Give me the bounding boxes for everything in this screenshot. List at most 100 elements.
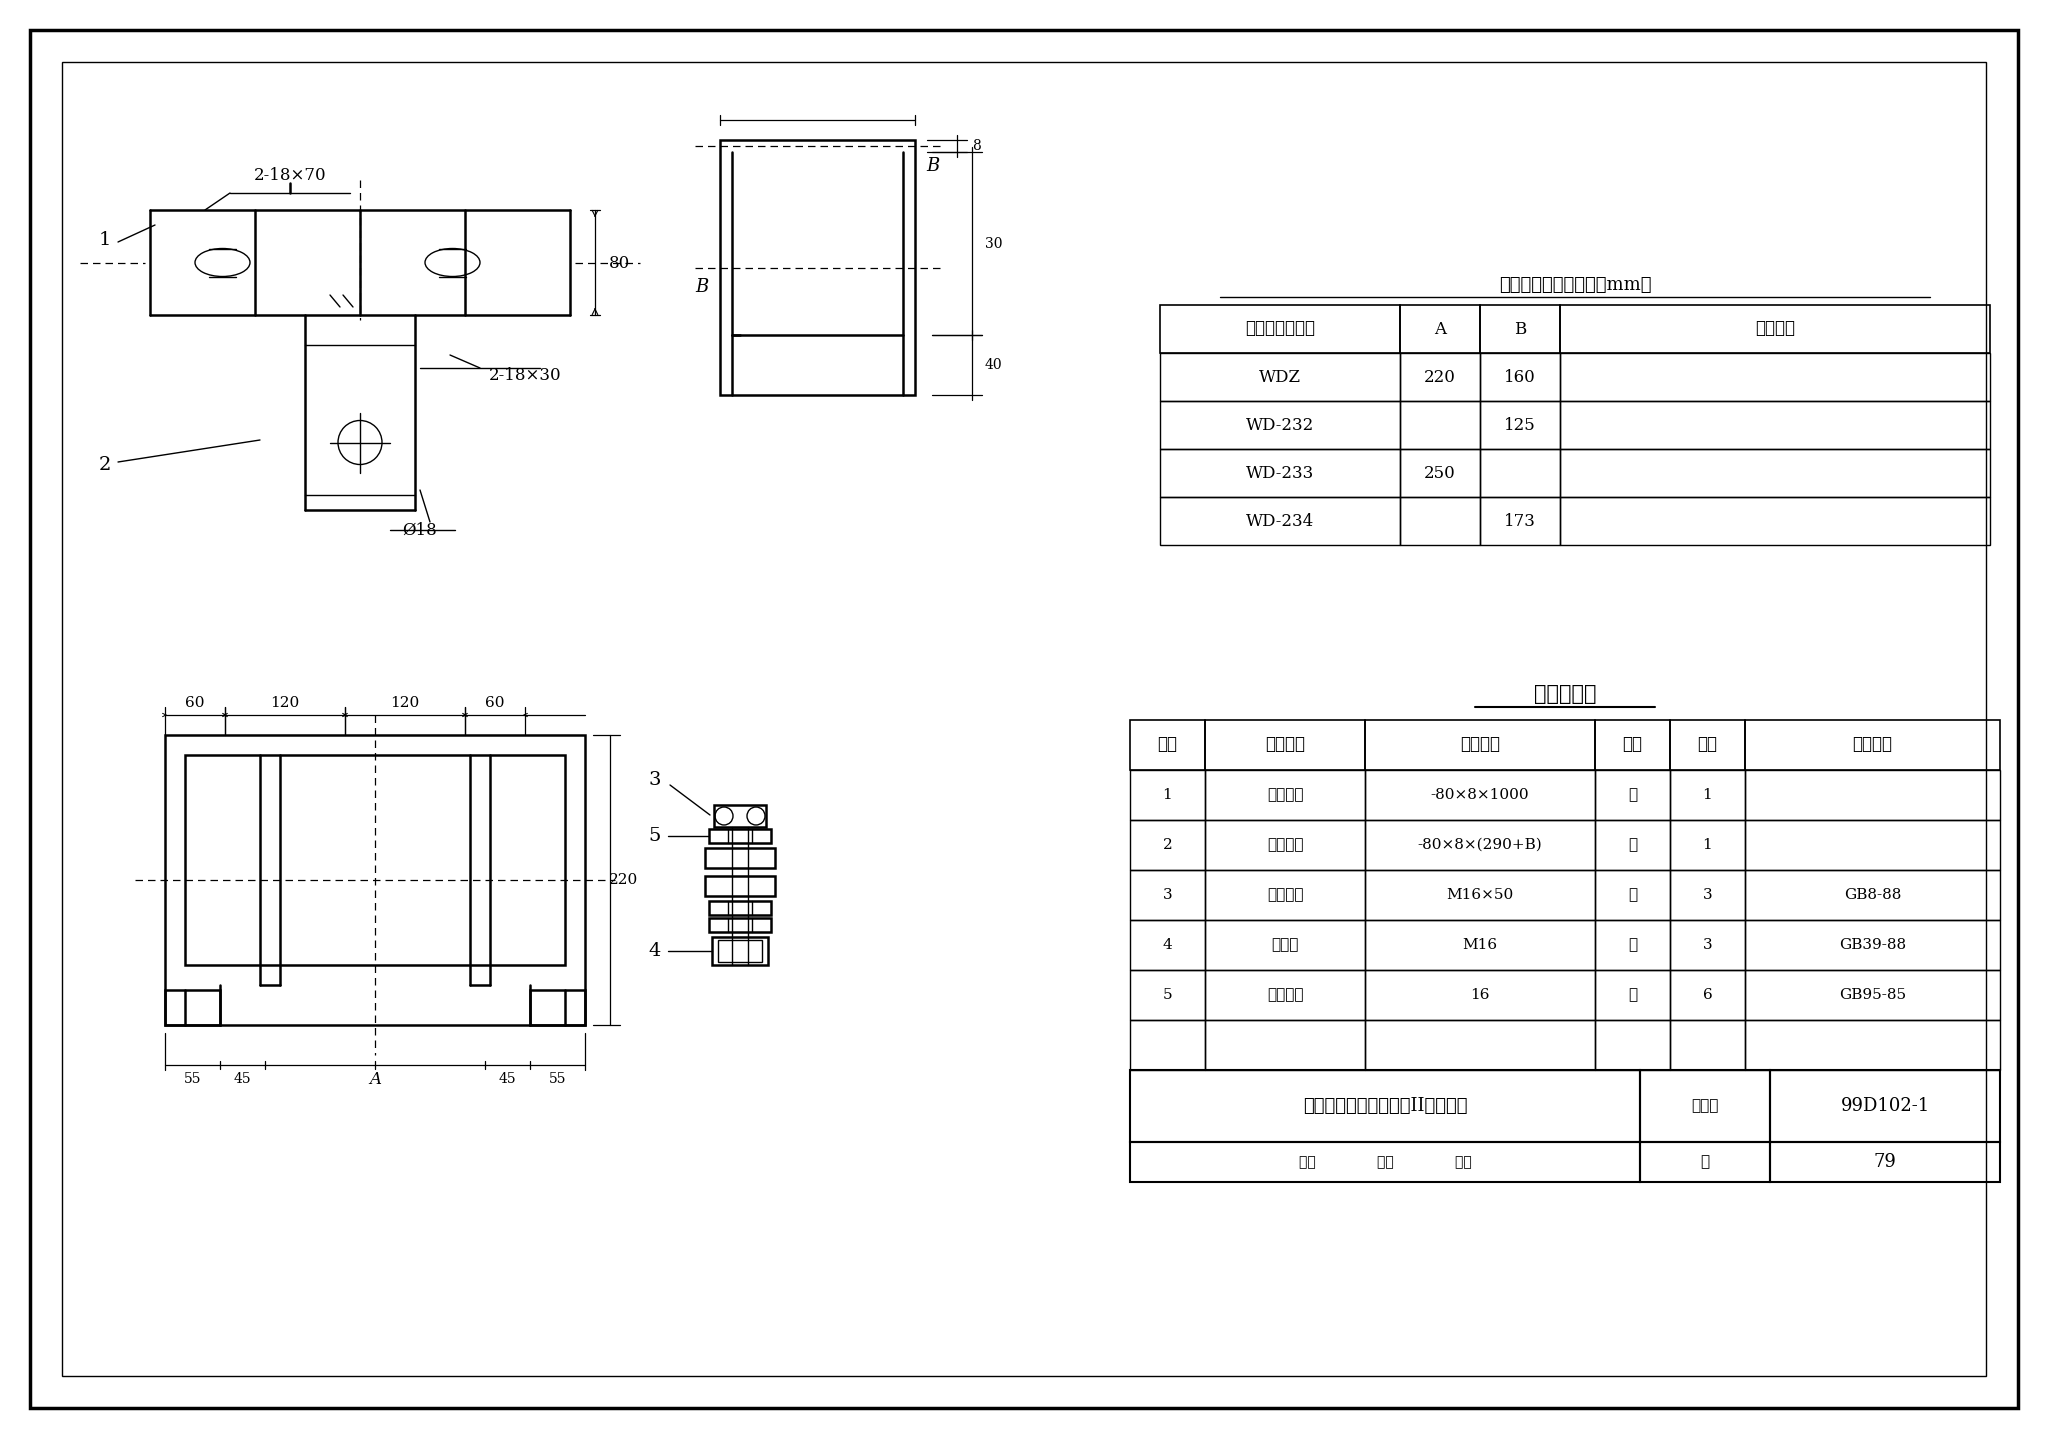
- Bar: [1561, 498, 1991, 545]
- Text: 250: 250: [1423, 464, 1456, 482]
- Bar: [1159, 401, 1401, 449]
- Text: 电缆终端头固定支架（II）制造图: 电缆终端头固定支架（II）制造图: [1303, 1097, 1466, 1114]
- Text: 2: 2: [98, 456, 111, 475]
- Bar: [705, 848, 774, 869]
- Text: 方头螺栓: 方头螺栓: [1268, 889, 1303, 902]
- Text: WD-233: WD-233: [1245, 464, 1315, 482]
- Bar: [184, 755, 565, 965]
- Bar: [713, 938, 768, 965]
- Bar: [1130, 870, 1204, 920]
- Text: 垫　　圈: 垫 圈: [1268, 988, 1303, 1002]
- Bar: [705, 876, 774, 896]
- Bar: [1745, 971, 2001, 1020]
- Bar: [1401, 352, 1481, 401]
- Bar: [1745, 769, 2001, 820]
- Bar: [1745, 920, 2001, 971]
- Bar: [1159, 305, 1401, 352]
- Bar: [1769, 1070, 2001, 1142]
- Bar: [1204, 870, 1366, 920]
- Text: B: B: [696, 279, 709, 296]
- Bar: [1130, 820, 1204, 870]
- Text: 55: 55: [549, 1071, 565, 1086]
- Bar: [1561, 352, 1991, 401]
- Text: 220: 220: [610, 873, 639, 887]
- Text: 附　　注: 附 注: [1755, 321, 1794, 338]
- Text: 5: 5: [1163, 988, 1171, 1002]
- Bar: [1481, 498, 1561, 545]
- Bar: [1561, 305, 1991, 352]
- Text: 规　　格: 规 格: [1460, 736, 1499, 754]
- Text: -80×8×(290+B): -80×8×(290+B): [1417, 838, 1542, 851]
- Bar: [1769, 1142, 2001, 1182]
- Text: 99D102-1: 99D102-1: [1841, 1097, 1929, 1114]
- Text: WD-232: WD-232: [1245, 417, 1315, 433]
- Bar: [1366, 870, 1595, 920]
- Bar: [1561, 401, 1991, 449]
- Text: 6: 6: [1702, 988, 1712, 1002]
- Text: 2: 2: [1163, 838, 1171, 851]
- Bar: [1401, 449, 1481, 498]
- Text: 名　　称: 名 称: [1266, 736, 1305, 754]
- Text: 3: 3: [1702, 938, 1712, 952]
- Text: 55: 55: [184, 1071, 201, 1086]
- Bar: [1366, 971, 1595, 1020]
- Text: 125: 125: [1503, 417, 1536, 433]
- Text: 220: 220: [1423, 368, 1456, 385]
- Bar: [719, 940, 762, 962]
- Text: 4: 4: [649, 942, 662, 961]
- Text: WD-234: WD-234: [1245, 512, 1315, 529]
- Bar: [1130, 971, 1204, 1020]
- Bar: [166, 989, 219, 1025]
- Text: A: A: [1434, 321, 1446, 338]
- Text: GB39-88: GB39-88: [1839, 938, 1907, 952]
- Text: A: A: [369, 1070, 381, 1087]
- Bar: [1130, 1070, 1640, 1142]
- Text: 块: 块: [1628, 788, 1636, 802]
- Bar: [1204, 920, 1366, 971]
- Text: GB8-88: GB8-88: [1843, 889, 1901, 902]
- Bar: [530, 989, 586, 1025]
- Bar: [715, 805, 766, 827]
- Text: 30: 30: [985, 236, 1004, 250]
- Text: 图集号: 图集号: [1692, 1099, 1718, 1113]
- Text: 材　料　表: 材 料 表: [1534, 686, 1595, 705]
- Bar: [1204, 769, 1366, 820]
- Text: 2-18×70: 2-18×70: [254, 167, 326, 184]
- Text: GB95-85: GB95-85: [1839, 988, 1907, 1002]
- Bar: [1745, 1020, 2001, 1070]
- Bar: [1130, 1142, 1640, 1182]
- Text: 120: 120: [270, 696, 299, 710]
- Text: 扁　　锂: 扁 锂: [1268, 788, 1303, 802]
- Text: 8: 8: [973, 139, 981, 152]
- Bar: [166, 735, 586, 1025]
- Bar: [1745, 720, 2001, 769]
- Text: 3: 3: [1163, 889, 1171, 902]
- Text: WDZ: WDZ: [1260, 368, 1300, 385]
- Bar: [1366, 820, 1595, 870]
- Text: 电缆终端头型号: 电缆终端头型号: [1245, 321, 1315, 338]
- Text: 审核              校对              设计: 审核 校对 设计: [1298, 1155, 1470, 1169]
- Bar: [1640, 1070, 1769, 1142]
- Text: 160: 160: [1503, 368, 1536, 385]
- Text: M16×50: M16×50: [1446, 889, 1513, 902]
- Text: 45: 45: [498, 1071, 516, 1086]
- Bar: [1366, 920, 1595, 971]
- Text: 附　　注: 附 注: [1853, 736, 1892, 754]
- Text: Ø18: Ø18: [403, 522, 438, 538]
- Bar: [1595, 820, 1669, 870]
- Bar: [1366, 720, 1595, 769]
- Bar: [1595, 920, 1669, 971]
- Text: B: B: [926, 157, 940, 175]
- Text: 45: 45: [233, 1071, 252, 1086]
- Bar: [1595, 1020, 1669, 1070]
- Bar: [1561, 449, 1991, 498]
- Bar: [1130, 1020, 1204, 1070]
- Text: 60: 60: [485, 696, 504, 710]
- Bar: [1595, 870, 1669, 920]
- Text: 块: 块: [1628, 838, 1636, 851]
- Bar: [1401, 401, 1481, 449]
- Bar: [1366, 1020, 1595, 1070]
- Bar: [1481, 352, 1561, 401]
- Text: 16: 16: [1470, 988, 1489, 1002]
- Bar: [1669, 920, 1745, 971]
